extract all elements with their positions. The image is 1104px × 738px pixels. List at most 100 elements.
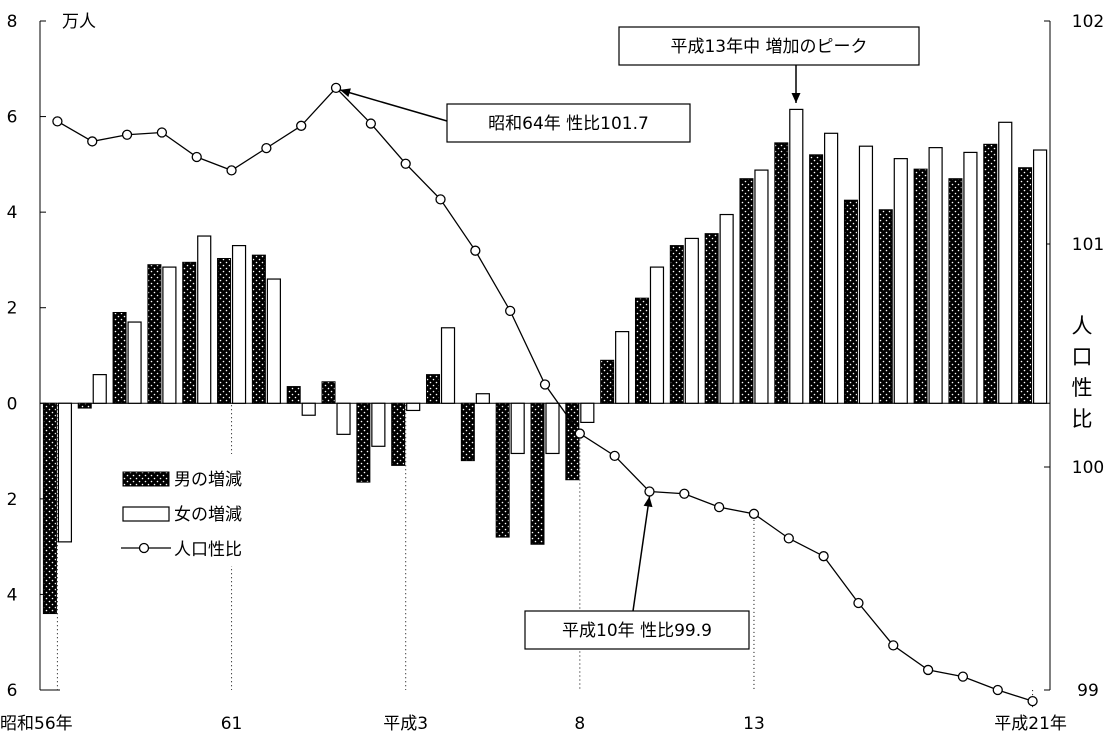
bar-male	[182, 261, 197, 404]
sex-ratio-point	[226, 165, 237, 176]
callout-heisei13-arrow-head	[791, 93, 801, 103]
left-tick-label: 4	[7, 585, 18, 605]
callout-heisei10-box	[524, 610, 750, 650]
callout-heisei13-box	[618, 26, 920, 66]
sex-ratio-point	[644, 486, 655, 497]
bar-male	[391, 402, 406, 466]
bar-female	[162, 266, 177, 404]
bar-female	[197, 235, 212, 404]
bar-male	[739, 178, 754, 404]
sex-ratio-point	[52, 116, 63, 127]
bar-female	[789, 108, 804, 404]
bar-male	[704, 233, 719, 404]
bar-male	[878, 209, 893, 404]
sex-ratio-point	[470, 245, 481, 256]
bar-female	[57, 402, 73, 543]
bar-female	[998, 121, 1013, 404]
legend-marker-ratio	[138, 542, 150, 554]
bar-male	[530, 402, 545, 545]
callout-showa64-box	[446, 103, 691, 143]
callout-heisei10-arrow-head	[643, 496, 653, 508]
sex-ratio-point	[539, 379, 551, 390]
bar-female	[754, 169, 769, 404]
sex-ratio-point	[121, 129, 133, 140]
left-axis-unit: 万人	[62, 12, 96, 32]
sex-ratio-point	[296, 120, 307, 131]
callout-showa64-arrow-head	[340, 88, 351, 98]
bar-female	[963, 151, 978, 404]
callout-heisei10-arrow-line	[632, 496, 651, 612]
right-axis-label-char: 口	[1072, 345, 1093, 369]
bar-male	[913, 168, 928, 404]
bar-male	[983, 143, 998, 404]
bar-female	[475, 393, 490, 404]
sex-ratio-point	[679, 488, 690, 499]
sex-ratio-line-group	[52, 82, 1038, 707]
bar-female	[580, 402, 595, 423]
x-tick-label: 13	[743, 714, 765, 734]
bar-male	[809, 154, 824, 404]
bar-male	[77, 402, 92, 409]
left-tick-label: 8	[7, 12, 18, 32]
bar-male	[843, 199, 858, 404]
sex-ratio-point	[365, 118, 377, 129]
sex-ratio-point	[713, 501, 725, 513]
x-tick-label: 61	[221, 714, 243, 734]
bar-female	[231, 244, 247, 404]
bar-male	[565, 402, 580, 481]
bar-female	[266, 278, 281, 404]
sex-ratio-point	[783, 533, 794, 544]
bar-female	[510, 402, 525, 455]
right-tick-label: 99	[1077, 681, 1099, 701]
legend-swatch-male	[122, 471, 170, 487]
sex-ratio-point	[957, 671, 969, 682]
bar-female	[1032, 149, 1048, 404]
legend-label-female: 女の増減	[174, 505, 242, 525]
left-tick-label: 2	[7, 299, 18, 319]
bars-group	[42, 108, 1048, 615]
left-tick-label: 4	[7, 203, 18, 223]
bar-female	[824, 132, 839, 404]
callout-heisei13-text: 平成13年中 増加のピーク	[670, 37, 867, 57]
bar-female	[336, 402, 351, 435]
bar-male	[669, 245, 684, 404]
bar-male	[460, 402, 475, 462]
bar-male	[42, 402, 57, 615]
x-tick-label: 平成3	[383, 714, 428, 734]
legend-swatch-female	[122, 506, 170, 522]
callout-showa64-text: 昭和64年 性比101.7	[488, 114, 649, 134]
sex-ratio-point	[748, 508, 760, 519]
sex-ratio-point	[330, 82, 342, 94]
bar-female	[406, 402, 421, 412]
right-axis-label-char: 比	[1072, 407, 1093, 431]
callout-heisei10-text: 平成10年 性比99.9	[562, 621, 712, 641]
sex-ratio-point	[853, 597, 864, 609]
sex-ratio-point	[818, 551, 829, 562]
sex-ratio-point	[435, 194, 446, 205]
sex-ratio-point	[574, 428, 585, 439]
bar-male	[426, 374, 441, 404]
bar-female	[92, 374, 107, 404]
bar-female	[893, 158, 908, 404]
bar-male	[251, 254, 266, 404]
sex-ratio-point	[87, 136, 98, 147]
bar-female	[649, 266, 665, 404]
sex-ratio-point	[191, 151, 202, 163]
left-tick-label: 6	[7, 681, 18, 701]
sex-ratio-point	[400, 158, 411, 169]
sex-ratio-point	[505, 305, 516, 317]
bar-male	[634, 297, 649, 404]
bar-male	[600, 359, 615, 404]
sex-ratio-point	[1027, 696, 1038, 707]
left-tick-label: 2	[7, 490, 18, 510]
bar-female	[545, 402, 560, 455]
x-tick-label: 平成21年	[994, 714, 1067, 734]
right-tick-label: 100	[1072, 458, 1104, 478]
bar-male	[774, 142, 789, 404]
bar-male	[1018, 167, 1033, 404]
right-axis-label-char: 人	[1072, 314, 1093, 338]
x-tick-label: 8	[574, 714, 585, 734]
